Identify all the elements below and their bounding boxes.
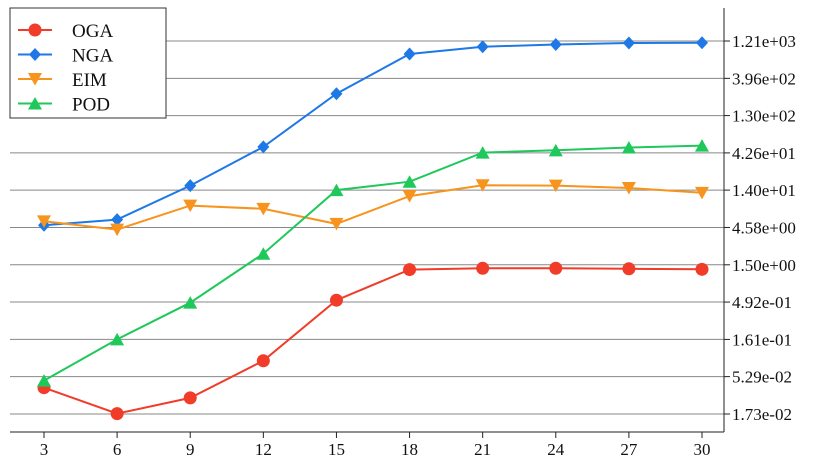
data-point-pod bbox=[37, 374, 51, 387]
legend-label-oga: OGA bbox=[72, 21, 113, 42]
data-point-eim bbox=[329, 217, 344, 231]
data-point-nga bbox=[184, 179, 197, 193]
x-tick-label: 21 bbox=[474, 440, 491, 459]
data-point-nga bbox=[403, 47, 416, 61]
series-line-oga bbox=[43, 267, 703, 415]
data-point-oga bbox=[110, 407, 124, 421]
legend-marker-nga bbox=[29, 48, 41, 61]
data-point-nga bbox=[476, 40, 489, 54]
data-point-oga bbox=[256, 354, 270, 368]
data-point-eim bbox=[402, 190, 417, 203]
y-tick-label: 1.21e+03 bbox=[732, 32, 796, 51]
data-point-eim bbox=[183, 199, 198, 213]
x-tick-label: 30 bbox=[694, 440, 711, 459]
legend-item-eim: EIM bbox=[18, 70, 107, 91]
data-point-nga bbox=[622, 36, 635, 50]
data-point-oga bbox=[403, 263, 417, 277]
series-pod bbox=[37, 139, 709, 387]
data-point-oga bbox=[695, 262, 709, 276]
data-point-eim bbox=[37, 215, 51, 228]
data-point-oga bbox=[476, 261, 490, 275]
data-point-pod bbox=[695, 139, 709, 152]
legend-marker-eim bbox=[28, 73, 42, 86]
x-tick-label: 27 bbox=[620, 440, 638, 459]
data-point-pod bbox=[548, 143, 563, 157]
y-tick-label: 1.73e-02 bbox=[732, 405, 792, 424]
data-point-eim bbox=[621, 182, 636, 195]
x-tick-label: 18 bbox=[401, 440, 418, 459]
data-point-nga bbox=[257, 140, 270, 154]
data-point-eim bbox=[110, 223, 125, 237]
legend-label-pod: POD bbox=[72, 95, 110, 116]
x-tick-label: 24 bbox=[547, 440, 565, 459]
data-point-pod bbox=[475, 146, 490, 159]
series-eim bbox=[37, 179, 709, 237]
legend-item-oga: OGA bbox=[18, 21, 113, 42]
y-tick-label: 4.92e-01 bbox=[732, 293, 792, 312]
data-point-nga bbox=[549, 37, 562, 51]
y-tick-label: 3.96e+02 bbox=[732, 69, 796, 88]
legend-item-nga: NGA bbox=[18, 46, 113, 67]
series-line-pod bbox=[43, 144, 703, 382]
axes: 1.73e-02 5.29e-02 1.61e-01 4.92e-01 1.50e+00… bbox=[10, 8, 796, 459]
legend-item-pod: POD bbox=[18, 95, 110, 116]
x-tick-label: 3 bbox=[40, 440, 49, 459]
y-tick-label: 1.30e+02 bbox=[732, 107, 796, 126]
y-tick-label: 4.58e+00 bbox=[732, 218, 796, 237]
data-point-pod bbox=[402, 175, 417, 188]
y-tick-label: 4.26e+01 bbox=[732, 144, 796, 163]
legend-marker-oga bbox=[28, 23, 42, 37]
data-point-pod bbox=[621, 141, 636, 154]
series-line-eim bbox=[43, 184, 703, 231]
data-point-eim bbox=[548, 179, 563, 193]
series-layer bbox=[37, 36, 709, 421]
legend: OGA NGA EIM POD bbox=[9, 7, 167, 119]
data-point-oga bbox=[549, 261, 563, 275]
data-point-oga bbox=[622, 262, 636, 276]
series-line-nga bbox=[43, 41, 703, 227]
y-tick-label: 1.61e-01 bbox=[732, 330, 792, 349]
data-point-nga bbox=[111, 213, 124, 227]
legend-label-nga: NGA bbox=[72, 46, 113, 67]
data-point-pod bbox=[110, 332, 125, 346]
data-point-oga bbox=[183, 391, 197, 405]
y-tick-label: 1.50e+00 bbox=[732, 256, 796, 275]
y-tick-label: 5.29e-02 bbox=[732, 368, 792, 387]
data-point-pod bbox=[329, 183, 344, 197]
legend-label-eim: EIM bbox=[72, 70, 107, 91]
x-tick-label: 15 bbox=[328, 440, 345, 459]
data-point-pod bbox=[183, 296, 198, 309]
data-point-pod bbox=[256, 247, 271, 260]
data-point-eim bbox=[695, 186, 709, 200]
legend-marker-pod bbox=[28, 97, 42, 110]
y-tick-label: 1.40e+01 bbox=[732, 181, 796, 200]
x-tick-label: 12 bbox=[255, 440, 272, 459]
data-point-eim bbox=[475, 179, 490, 192]
x-tick-label: 9 bbox=[186, 440, 195, 459]
x-tick-label: 6 bbox=[113, 440, 122, 459]
data-point-oga bbox=[329, 293, 343, 307]
data-point-nga bbox=[330, 87, 343, 101]
data-point-eim bbox=[256, 202, 271, 216]
series-oga bbox=[37, 261, 709, 421]
data-point-nga bbox=[696, 36, 708, 50]
